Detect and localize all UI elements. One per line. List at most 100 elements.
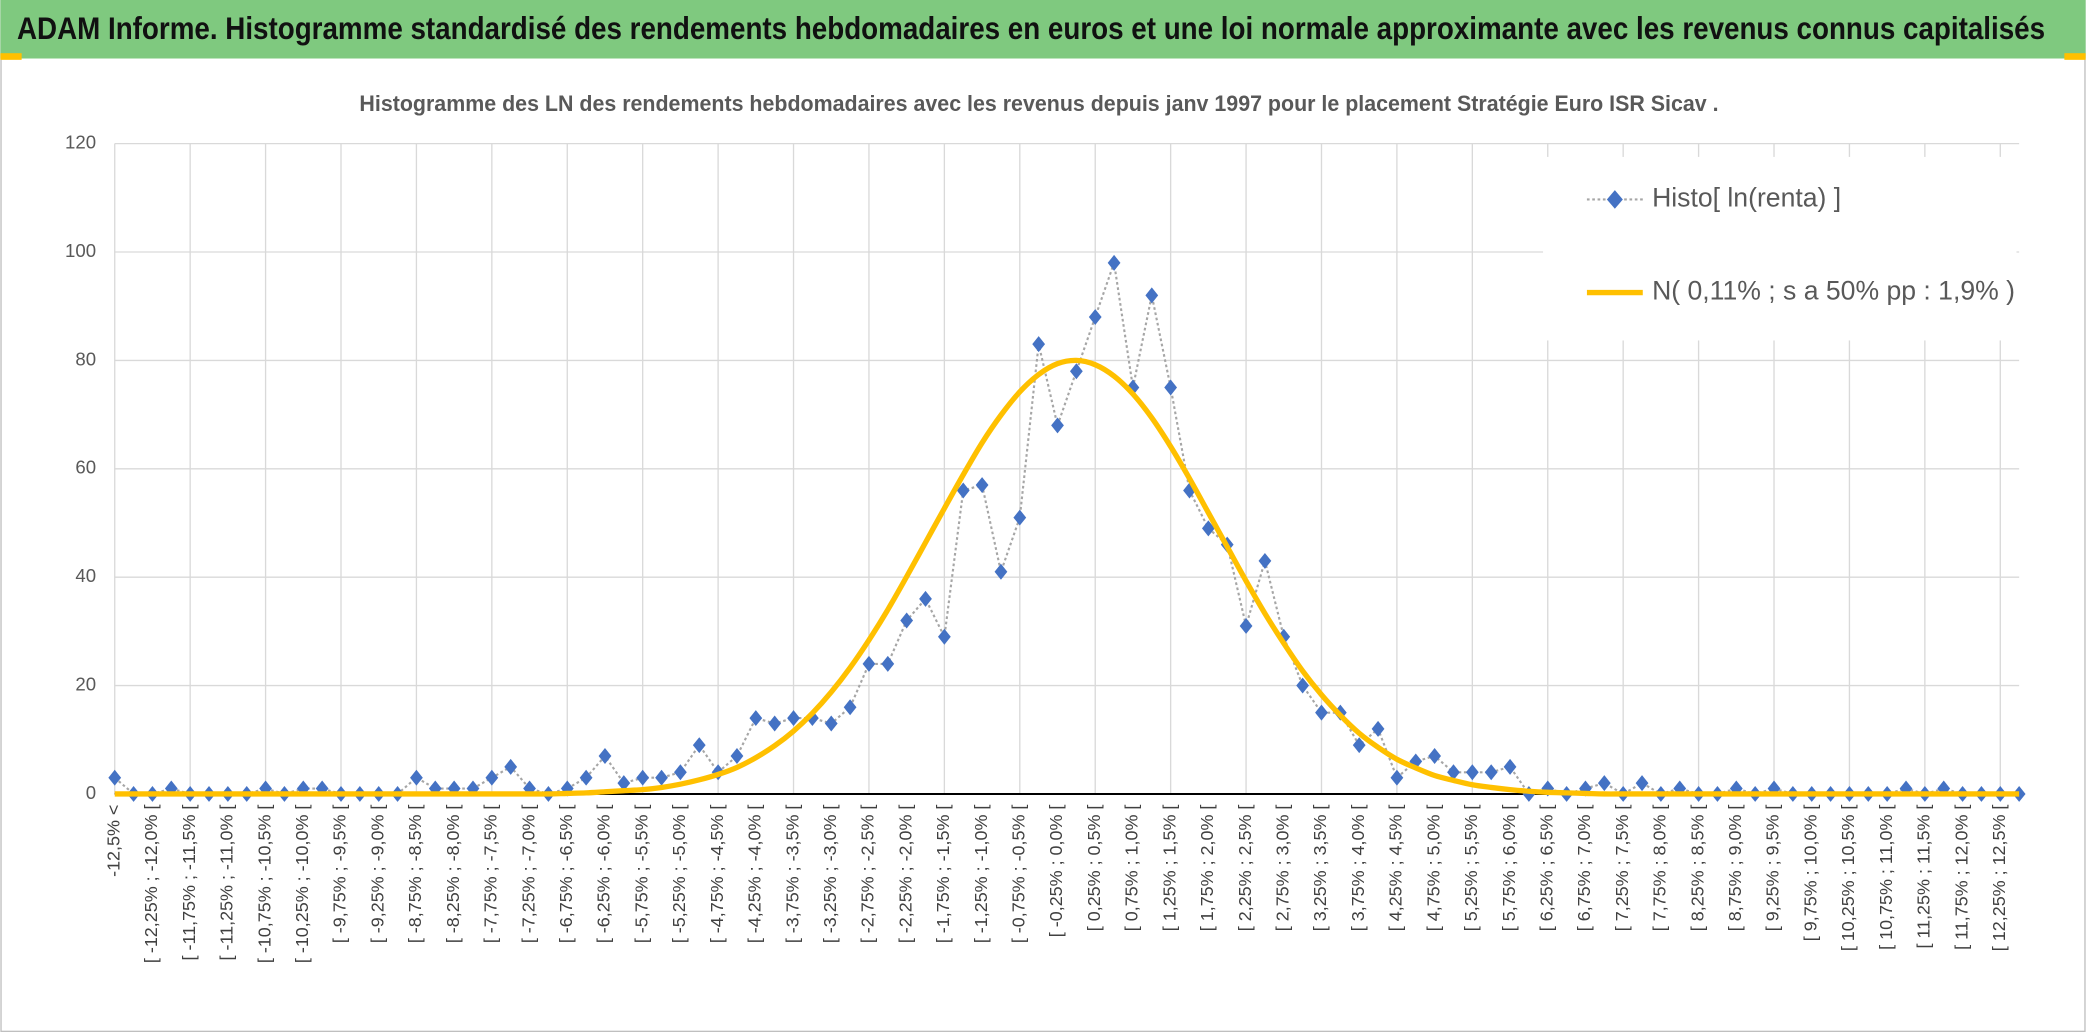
data-point	[1352, 737, 1366, 754]
x-tick-label: [ -1,25% ; -1,0% [	[971, 805, 991, 944]
x-tick-label: [ -7,75% ; -7,5% [	[481, 805, 501, 944]
legend-label: Histo[ ln(renta) ]	[1652, 183, 1841, 213]
data-point	[1597, 775, 1611, 792]
x-tick-label: [ -11,25% ; -11,0% [	[217, 805, 237, 961]
x-tick-label: [ 11,25% ; 11,5% [	[1914, 805, 1934, 949]
data-point	[485, 769, 499, 786]
data-point	[1145, 287, 1159, 304]
x-tick-label: [ 4,75% ; 5,0% [	[1423, 805, 1443, 932]
x-tick-label: [ 1,75% ; 2,0% [	[1197, 805, 1217, 932]
x-tick-label: [ -2,25% ; -2,0% [	[895, 805, 915, 944]
legend-box	[1543, 156, 2017, 341]
data-point	[1032, 336, 1046, 353]
x-tick-label: [ 9,25% ; 9,5% [	[1763, 805, 1783, 932]
data-point	[108, 769, 122, 786]
data-point	[504, 758, 518, 775]
y-tick-label: 40	[75, 565, 96, 586]
data-point	[579, 769, 593, 786]
x-tick-label: [ 2,25% ; 2,5% [	[1235, 805, 1255, 932]
x-tick-label: [ 12,25% ; 12,5% [	[1989, 805, 2009, 952]
x-tick-label: [ -5,75% ; -5,5% [	[631, 805, 651, 944]
x-tick-label: [ 9,75% ; 10,0% [	[1800, 805, 1820, 942]
data-point	[975, 477, 989, 494]
data-point	[598, 748, 612, 764]
x-tick-label: [ -7,25% ; -7,0% [	[518, 805, 538, 944]
x-tick-label: [ -6,25% ; -6,0% [	[594, 805, 614, 944]
x-tick-label: [ -3,25% ; -3,0% [	[820, 805, 840, 944]
x-tick-label: [ -0,75% ; -0,5% [	[1009, 805, 1029, 944]
data-point	[956, 482, 970, 499]
data-point	[1315, 704, 1328, 721]
x-tick-label: [ -8,25% ; -8,0% [	[443, 805, 463, 944]
x-tick-label: [ -4,25% ; -4,0% [	[745, 805, 765, 944]
data-point	[1258, 552, 1272, 569]
x-tick-label: [ -3,75% ; -3,5% [	[782, 805, 802, 944]
data-point	[1465, 764, 1479, 781]
x-tick-label: [ -9,75% ; -9,5% [	[330, 805, 350, 944]
x-tick-label: [ -0,25% ; 0,0% [	[1046, 805, 1066, 938]
y-tick-label: 100	[65, 240, 96, 261]
y-tick-label: 0	[86, 782, 96, 803]
x-tick-label: [ 10,75% ; 11,0% [	[1876, 805, 1896, 950]
data-point	[1371, 720, 1385, 737]
x-tick-label: [ -9,25% ; -9,0% [	[367, 805, 387, 944]
x-tick-label: [ 0,25% ; 0,5% [	[1084, 805, 1104, 932]
data-point	[1635, 775, 1649, 792]
x-tick-label: [ 2,75% ; 3,0% [	[1273, 805, 1293, 932]
x-tick-label: [ 7,25% ; 7,5% [	[1612, 805, 1632, 932]
x-tick-label: [ 11,75% ; 12,0% [	[1951, 805, 1971, 950]
x-tick-label: [ 6,25% ; 6,5% [	[1536, 805, 1556, 932]
x-tick-label: [ 7,75% ; 8,0% [	[1650, 805, 1670, 932]
x-tick-label: [ 1,25% ; 1,5% [	[1159, 805, 1179, 932]
data-point	[900, 612, 914, 629]
chart-title: ADAM Informe. Histogramme standardisé de…	[17, 10, 2045, 46]
data-point	[881, 655, 895, 672]
x-tick-label: [ -11,75% ; -11,5% [	[179, 805, 199, 961]
data-point	[919, 590, 932, 607]
x-tick-label: [ 5,25% ; 5,5% [	[1461, 805, 1481, 932]
x-tick-label: [ 0,75% ; 1,0% [	[1122, 805, 1142, 932]
x-tick-label: [ 3,25% ; 3,5% [	[1310, 805, 1330, 932]
data-point	[410, 769, 423, 786]
x-tick-label: [ -5,25% ; -5,0% [	[669, 805, 689, 944]
data-point	[806, 710, 819, 727]
x-tick-label: [ 4,25% ; 4,5% [	[1386, 805, 1406, 932]
corner-accent	[2064, 53, 2086, 60]
data-point	[1447, 764, 1460, 781]
data-point	[1107, 254, 1121, 271]
y-tick-label: 80	[75, 348, 96, 369]
data-point	[1013, 509, 1027, 526]
data-point	[787, 710, 800, 727]
legend: Histo[ ln(renta) ] N( 0,11% ; s a 50% pp …	[1543, 156, 2017, 341]
x-tick-label: [ 8,25% ; 8,5% [	[1687, 805, 1707, 932]
data-point	[1277, 628, 1291, 645]
data-point	[1088, 309, 1102, 326]
data-point	[1503, 758, 1517, 775]
data-point	[937, 628, 951, 645]
data-point	[730, 748, 744, 764]
x-tick-label: [ 3,75% ; 4,0% [	[1348, 805, 1368, 932]
y-tick-label: 60	[75, 457, 96, 478]
x-tick-label: [ -10,75% ; -10,5% [	[254, 805, 274, 964]
x-tick-label: [ 6,75% ; 7,0% [	[1574, 805, 1594, 932]
data-point	[749, 710, 763, 727]
data-point	[674, 764, 687, 781]
data-point	[1484, 764, 1498, 781]
data-point	[1069, 363, 1083, 380]
x-tick-label: [ 8,75% ; 9,0% [	[1725, 805, 1745, 932]
data-point	[692, 737, 706, 754]
data-point	[994, 563, 1008, 580]
x-tick-label: [ -2,75% ; -2,5% [	[858, 805, 878, 944]
x-tick-label: [ -10,25% ; -10,0% [	[292, 805, 312, 964]
x-tick-label: [ -1,75% ; -1,5% [	[933, 805, 953, 944]
x-tick-label: [ -6,75% ; -6,5% [	[556, 805, 576, 944]
data-point	[1051, 417, 1064, 434]
data-point	[1164, 379, 1178, 396]
x-tick-label: [ -8,75% ; -8,5% [	[405, 805, 425, 944]
legend-label: N( 0,11% ; s a 50% pp : 1,9% )	[1652, 276, 2015, 306]
corner-accent	[0, 53, 22, 60]
y-tick-label: 20	[75, 673, 96, 694]
data-point	[1390, 769, 1404, 786]
x-tick-label: [ -4,75% ; -4,5% [	[707, 805, 727, 944]
